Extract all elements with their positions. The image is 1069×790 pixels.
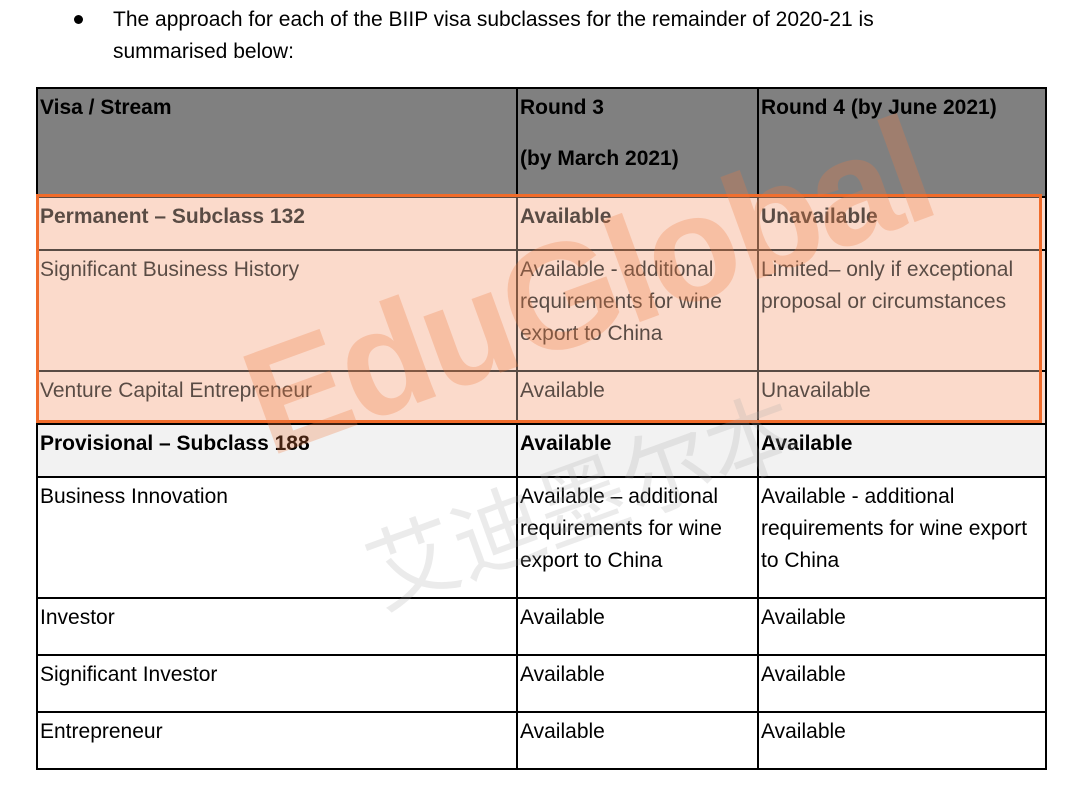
round3-cell: Available	[516, 711, 759, 770]
table-row: Entrepreneur Available Available	[36, 711, 1047, 770]
table-row: Provisional – Subclass 188 Available Ava…	[36, 423, 1047, 478]
intro-bullet: The approach for each of the BIIP visa s…	[0, 0, 1069, 80]
header-round-3-date: (by March 2021)	[520, 147, 679, 170]
round3-cell: Available	[516, 196, 759, 251]
round4-cell: Available	[757, 654, 1047, 713]
round4-cell: Available	[757, 711, 1047, 770]
stream-cell: Business Innovation	[36, 476, 518, 599]
stream-cell: Permanent – Subclass 132	[36, 196, 518, 251]
round3-cell: Available	[516, 423, 759, 478]
table-row: Significant Business History Available -…	[36, 249, 1047, 372]
header-round-3-title: Round 3	[520, 96, 604, 119]
round4-cell: Limited– only if exceptional proposal or…	[757, 249, 1047, 372]
header-round-3: Round 3 (by March 2021)	[516, 87, 759, 198]
round3-cell: Available	[516, 597, 759, 656]
table-header-row: Visa / Stream Round 3 (by March 2021) Ro…	[36, 87, 1047, 198]
header-round-4: Round 4 (by June 2021)	[757, 87, 1047, 198]
table-row: Venture Capital Entrepreneur Available U…	[36, 370, 1047, 425]
round3-cell: Available	[516, 370, 759, 425]
stream-cell: Provisional – Subclass 188	[36, 423, 518, 478]
round4-cell: Unavailable	[757, 370, 1047, 425]
header-visa-stream: Visa / Stream	[36, 87, 518, 198]
table-row: Business Innovation Available – addition…	[36, 476, 1047, 599]
round4-cell: Available	[757, 597, 1047, 656]
table-row: Significant Investor Available Available	[36, 654, 1047, 713]
stream-cell: Entrepreneur	[36, 711, 518, 770]
stream-cell: Significant Business History	[36, 249, 518, 372]
stream-cell: Investor	[36, 597, 518, 656]
round3-cell: Available - additional requirements for …	[516, 249, 759, 372]
stream-cell: Venture Capital Entrepreneur	[36, 370, 518, 425]
biip-visa-table: Visa / Stream Round 3 (by March 2021) Ro…	[36, 87, 1047, 770]
round3-cell: Available – additional requirements for …	[516, 476, 759, 599]
round3-cell: Available	[516, 654, 759, 713]
intro-text: The approach for each of the BIIP visa s…	[113, 8, 874, 63]
stream-cell: Significant Investor	[36, 654, 518, 713]
table-row: Permanent – Subclass 132 Available Unava…	[36, 196, 1047, 251]
bullet-dot-icon	[74, 15, 83, 24]
round4-cell: Unavailable	[757, 196, 1047, 251]
round4-cell: Available - additional requirements for …	[757, 476, 1047, 599]
round4-cell: Available	[757, 423, 1047, 478]
table-row: Investor Available Available	[36, 597, 1047, 656]
